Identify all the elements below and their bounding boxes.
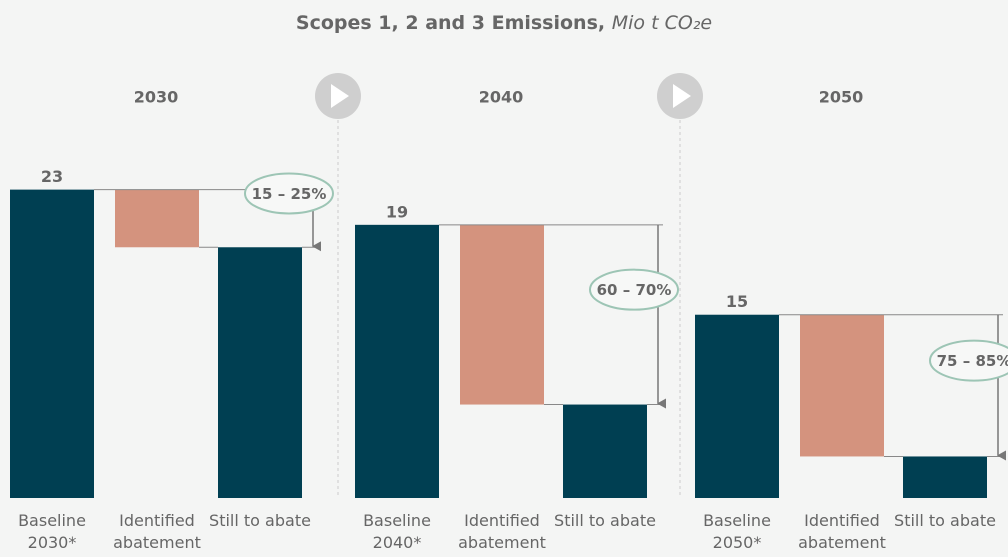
x-tick-label: Baseline 2030* bbox=[18, 511, 86, 552]
bar bbox=[355, 224, 439, 498]
bar bbox=[800, 314, 884, 457]
x-tick-label: Identified abatement bbox=[798, 511, 886, 552]
panel-title: 2030 bbox=[134, 88, 179, 107]
bar bbox=[115, 189, 199, 248]
bar bbox=[10, 189, 94, 499]
annotation-bubble bbox=[244, 172, 334, 215]
x-tick-label: Baseline 2040* bbox=[363, 511, 431, 552]
x-tick-label: Identified abatement bbox=[458, 511, 546, 552]
value-label: 15 bbox=[726, 292, 748, 311]
annotation-bubble bbox=[929, 339, 1008, 382]
panel-title: 2040 bbox=[479, 88, 524, 107]
annotation-bubble bbox=[589, 268, 679, 311]
bar bbox=[460, 224, 544, 405]
annotation: 60 – 70% bbox=[597, 281, 672, 299]
x-tick-label: Still to abate bbox=[554, 511, 656, 530]
title-unit: Mio t CO₂e bbox=[611, 12, 713, 34]
title-text: Scopes 1, 2 and 3 Emissions, bbox=[295, 12, 606, 34]
bar bbox=[563, 404, 647, 498]
bar bbox=[903, 456, 987, 498]
annotation: 15 – 25% bbox=[252, 185, 327, 203]
annotation: 75 – 85% bbox=[937, 352, 1008, 370]
bar bbox=[218, 247, 302, 498]
x-tick-label: Baseline 2050* bbox=[703, 511, 771, 552]
x-tick-label: Identified abatement bbox=[113, 511, 201, 552]
bar bbox=[695, 314, 779, 498]
x-tick-label: Still to abate bbox=[894, 511, 996, 530]
panel-title: 2050 bbox=[819, 88, 864, 107]
value-label: 19 bbox=[386, 202, 408, 221]
value-label: 23 bbox=[41, 167, 63, 186]
x-tick-label: Still to abate bbox=[209, 511, 311, 530]
title: Scopes 1, 2 and 3 Emissions, Mio t CO₂e bbox=[0, 12, 1008, 34]
separators bbox=[315, 73, 703, 498]
